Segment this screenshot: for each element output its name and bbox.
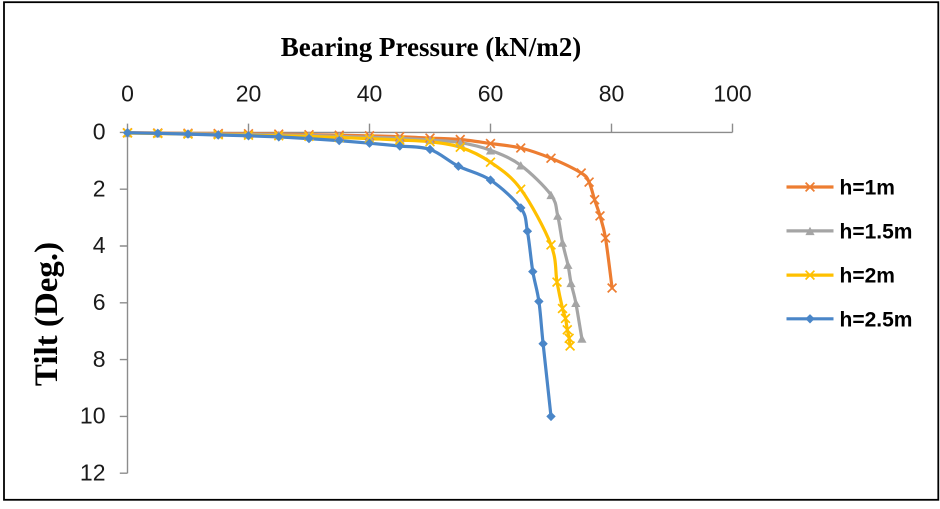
svg-text:Bearing Pressure (kN/m2): Bearing Pressure (kN/m2) xyxy=(281,32,581,62)
svg-text:Tilt (Deg.): Tilt (Deg.) xyxy=(29,242,65,386)
svg-text:6: 6 xyxy=(93,289,106,315)
svg-text:4: 4 xyxy=(93,232,106,258)
svg-text:20: 20 xyxy=(236,81,262,107)
svg-text:10: 10 xyxy=(80,403,106,429)
svg-text:60: 60 xyxy=(478,81,504,107)
svg-text:h=2.5m: h=2.5m xyxy=(840,308,913,331)
svg-text:h=1.5m: h=1.5m xyxy=(840,220,913,243)
svg-text:40: 40 xyxy=(357,81,383,107)
svg-text:12: 12 xyxy=(80,459,106,485)
svg-text:0: 0 xyxy=(93,119,106,145)
svg-text:80: 80 xyxy=(599,81,625,107)
svg-text:8: 8 xyxy=(93,346,106,372)
svg-text:0: 0 xyxy=(121,81,134,107)
svg-text:100: 100 xyxy=(713,81,751,107)
svg-text:h=2m: h=2m xyxy=(840,265,895,288)
svg-text:h=1m: h=1m xyxy=(840,177,895,200)
svg-text:2: 2 xyxy=(93,175,106,201)
